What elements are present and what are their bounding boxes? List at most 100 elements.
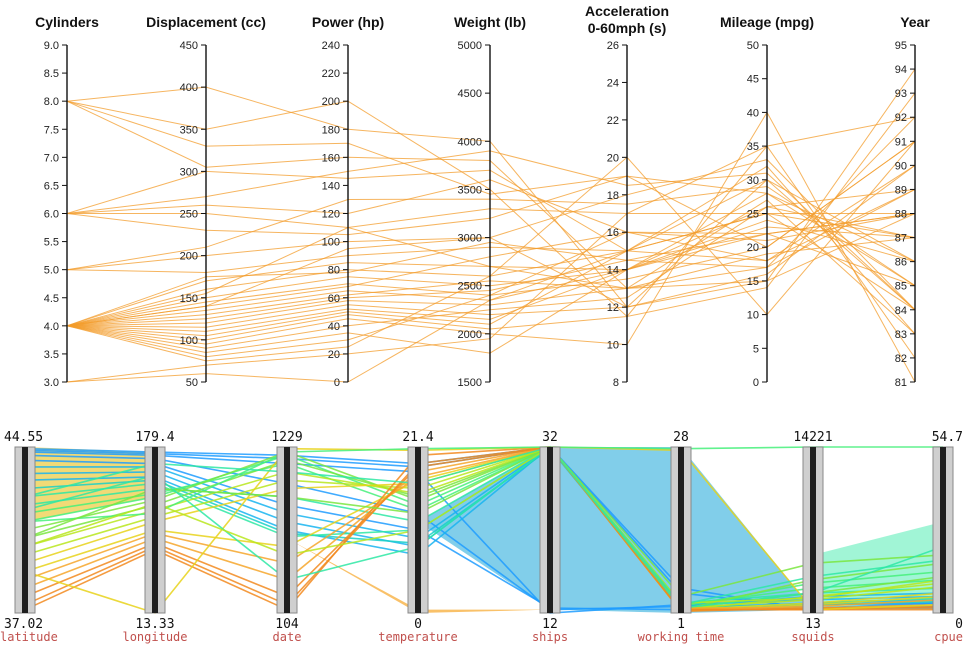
tick-label: 20 <box>328 349 340 361</box>
axis-core <box>940 447 946 613</box>
tick-label: 24 <box>607 77 619 89</box>
axis-max-label: 44.55 <box>4 430 43 445</box>
axis-year: 81 82 83 84 85 86 87 88 89 90 91 92 93 94 95 Year <box>895 14 931 389</box>
tick-label: 16 <box>607 227 619 239</box>
axis-title: Acceleration 0-60mph (s) <box>585 3 669 36</box>
tick-label: 4500 <box>458 88 482 100</box>
tick-label: 86 <box>895 257 907 269</box>
tick-label: 7.0 <box>44 152 59 164</box>
tick-label: 93 <box>895 88 907 100</box>
axis-title: Mileage (mpg) <box>720 14 814 30</box>
squid-parallel-coordinates: 44.5537.02latitude179.413.33longitude122… <box>0 430 963 644</box>
tick-label: 83 <box>895 329 907 341</box>
tick-label: 100 <box>322 237 340 249</box>
tick-label: 20 <box>747 242 759 254</box>
tick-label: 8.0 <box>44 96 59 108</box>
axis-max-label: 1229 <box>271 430 302 445</box>
tick-label: 8 <box>613 377 619 389</box>
axis-acc: 8 10 12 14 16 18 20 22 24 26 Acceleration 0-60mph (… <box>585 3 669 389</box>
axis-max-label: 28 <box>673 430 689 445</box>
tick-label: 30 <box>747 175 759 187</box>
axis-name-label: ships <box>532 630 568 644</box>
tick-label: 4.0 <box>44 321 59 333</box>
tick-label: 81 <box>895 377 907 389</box>
tick-label: 220 <box>322 68 340 80</box>
tick-label: 92 <box>895 112 907 124</box>
tick-label: 3.5 <box>44 349 59 361</box>
axis-min-label: 12 <box>542 617 558 632</box>
axis-hp: 0 20 40 60 80 100 120 140 160 180 200 220 240 Power (… <box>312 14 384 389</box>
tick-label: 3.0 <box>44 377 59 389</box>
tick-label: 3000 <box>458 233 482 245</box>
axis-core <box>152 447 158 613</box>
tick-label: 140 <box>322 180 340 192</box>
tick-label: 160 <box>322 152 340 164</box>
car-line <box>66 213 916 327</box>
band-cpue <box>813 521 943 610</box>
squid-line <box>24 446 944 613</box>
tick-label: 2500 <box>458 281 482 293</box>
tick-label: 100 <box>180 335 198 347</box>
axis-core <box>678 447 684 613</box>
tick-label: 90 <box>895 160 907 172</box>
tick-label: 87 <box>895 233 907 245</box>
axis-disp: 50 100 150 200 250 300 350 400 450 Displacement (… <box>146 14 266 389</box>
tick-label: 350 <box>180 124 198 136</box>
axis-name-label: date <box>273 630 302 644</box>
tick-label: 26 <box>607 40 619 52</box>
axis-name-label: latitude <box>0 630 58 644</box>
tick-label: 0 <box>753 377 759 389</box>
tick-label: 7.5 <box>44 124 59 136</box>
tick-label: 25 <box>747 209 759 221</box>
tick-label: 5.5 <box>44 237 59 249</box>
axis-mpg: 0 5 10 15 20 25 30 35 40 45 50 Mileage (mpg) <box>720 14 814 389</box>
tick-label: 10 <box>747 310 759 322</box>
squid-line <box>24 445 944 604</box>
car-line <box>66 185 916 287</box>
tick-label: 14 <box>607 265 619 277</box>
axis-name-label: squids <box>791 630 834 644</box>
tick-label: 40 <box>747 107 759 119</box>
tick-label: 22 <box>607 115 619 127</box>
car-line <box>66 213 916 354</box>
tick-label: 240 <box>322 40 340 52</box>
squid-line <box>24 446 944 606</box>
tick-label: 6.5 <box>44 180 59 192</box>
axis-min-label: 104 <box>275 617 299 632</box>
tick-label: 250 <box>180 209 198 221</box>
axis-max-label: 179.4 <box>135 430 174 445</box>
axis-cyl: 3.0 3.5 4.0 4.5 5.0 5.5 6.0 6.5 7.0 7.5 8.0 8.5 9.0 C… <box>35 14 99 389</box>
squid-line <box>24 446 944 606</box>
tick-label: 94 <box>895 64 907 76</box>
axis-title: Power (hp) <box>312 14 384 30</box>
tick-label: 400 <box>180 82 198 94</box>
axis-max-label: 21.4 <box>402 430 433 445</box>
axis-title: Weight (lb) <box>454 14 526 30</box>
tick-label: 2000 <box>458 329 482 341</box>
tick-label: 6.0 <box>44 209 59 221</box>
axis-max-label: 32 <box>542 430 558 445</box>
tick-label: 120 <box>322 209 340 221</box>
tick-label: 3500 <box>458 184 482 196</box>
tick-label: 82 <box>895 353 907 365</box>
axis-min-label: 37.02 <box>4 617 43 632</box>
squid-line <box>24 446 943 611</box>
axis-min-label: 13.33 <box>135 617 174 632</box>
tick-label: 88 <box>895 209 907 221</box>
axis-title: Displacement (cc) <box>146 14 266 30</box>
tick-label: 12 <box>607 302 619 314</box>
axis-name-label: temperature <box>378 630 457 644</box>
axis-max-label: 14221 <box>793 430 832 445</box>
tick-label: 5 <box>753 343 759 355</box>
axis-name-label: cpue <box>934 630 963 644</box>
tick-label: 50 <box>186 377 198 389</box>
tick-label: 50 <box>747 40 759 52</box>
tick-label: 9.0 <box>44 40 59 52</box>
axis-min-label: 0 <box>955 617 963 632</box>
